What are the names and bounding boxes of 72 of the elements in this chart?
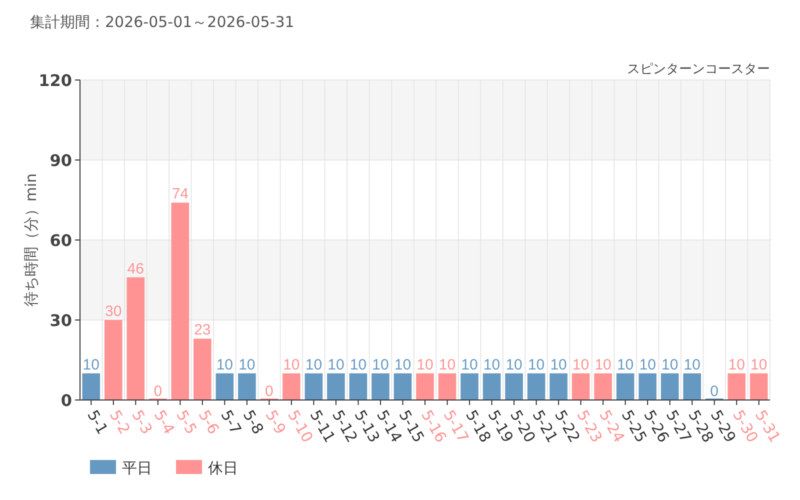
bar	[238, 373, 256, 400]
bar	[482, 373, 501, 400]
bar	[349, 373, 368, 400]
legend-label: 休日	[208, 459, 238, 477]
data-label: 10	[506, 356, 522, 374]
data-label: 10	[550, 356, 567, 374]
data-label: 10	[594, 356, 612, 374]
data-label: 0	[154, 383, 162, 400]
bar	[416, 373, 434, 400]
bar	[372, 373, 390, 400]
data-label: 10	[750, 356, 768, 374]
y-tick-label: 0	[60, 391, 72, 410]
data-label: 10	[238, 356, 256, 374]
bar	[126, 277, 145, 400]
bar	[683, 373, 701, 400]
bar	[460, 373, 478, 400]
chart-subtitle: スピンターンコースター	[627, 62, 770, 77]
data-label: 46	[127, 260, 144, 278]
data-label: 10	[728, 356, 745, 374]
data-label: 10	[328, 356, 344, 374]
bar	[194, 338, 212, 400]
data-label: 23	[194, 322, 211, 339]
bar	[527, 373, 546, 400]
y-tick-label: 30	[50, 311, 72, 330]
legend-label: 平日	[122, 459, 152, 477]
data-label: 30	[105, 303, 122, 320]
bar	[728, 373, 746, 400]
data-label: 10	[572, 356, 590, 374]
data-label: 10	[616, 356, 634, 374]
bar	[750, 373, 768, 400]
data-label: 0	[710, 383, 719, 400]
data-label: 10	[305, 356, 322, 374]
data-label: 0	[265, 383, 274, 400]
chart-title: 集計期間：2026-05-01～2026-05-31	[30, 13, 294, 31]
data-label: 10	[372, 356, 389, 374]
data-label: 10	[82, 356, 100, 374]
x-tick-label: 5-2	[106, 407, 134, 438]
x-tick-label: 5-4	[150, 407, 178, 438]
data-label: 10	[528, 356, 545, 374]
bar	[572, 373, 590, 400]
bar	[327, 373, 345, 400]
bar	[216, 373, 234, 400]
data-label: 10	[438, 356, 456, 374]
data-label: 74	[172, 186, 189, 203]
bar	[282, 373, 300, 400]
data-label: 10	[639, 356, 656, 374]
y-axis-title: 待ち時間（分）min	[22, 173, 40, 307]
data-label: 10	[684, 356, 700, 374]
bar	[550, 373, 568, 400]
y-tick-label: 120	[38, 71, 72, 90]
bar	[616, 373, 634, 400]
y-tick-label: 60	[50, 231, 72, 250]
bar	[394, 373, 412, 400]
bar	[438, 373, 456, 400]
bar	[304, 373, 323, 400]
bar	[171, 202, 190, 400]
data-label: 10	[483, 356, 500, 374]
bar	[82, 373, 100, 400]
data-label: 10	[394, 356, 412, 374]
data-label: 10	[350, 356, 367, 374]
data-label: 10	[461, 356, 478, 374]
data-label: 10	[283, 356, 300, 374]
data-label: 10	[416, 356, 434, 374]
bar	[638, 373, 656, 400]
bar	[594, 373, 612, 400]
bar	[104, 320, 122, 400]
bar	[660, 373, 679, 400]
bar	[505, 373, 523, 400]
y-tick-label: 90	[50, 151, 72, 170]
data-label: 10	[661, 356, 678, 374]
data-label: 10	[216, 356, 234, 374]
x-tick-label: 5-9	[262, 407, 290, 438]
